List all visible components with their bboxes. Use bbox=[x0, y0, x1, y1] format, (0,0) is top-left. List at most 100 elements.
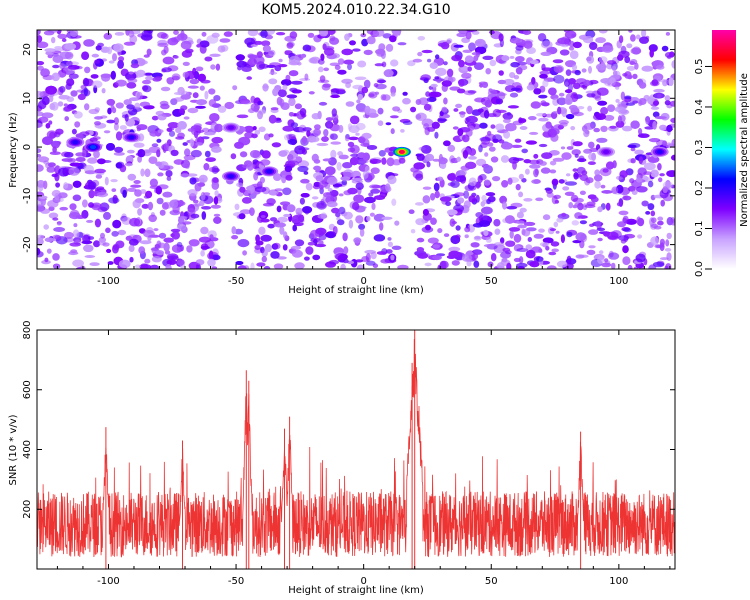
heatmap-cell bbox=[44, 237, 55, 243]
heatmap-cell bbox=[151, 256, 162, 263]
heatmap-cell bbox=[112, 53, 117, 62]
heatmap-cell bbox=[465, 161, 477, 169]
heatmap-cell bbox=[255, 240, 264, 246]
heatmap-cell bbox=[457, 197, 465, 204]
heatmap-cell bbox=[473, 235, 482, 241]
heatmap-cell bbox=[93, 150, 100, 159]
heatmap-cell bbox=[494, 228, 501, 235]
chart-title: KOM5.2024.010.22.34.G10 bbox=[261, 2, 451, 18]
heatmap-cell bbox=[441, 106, 448, 113]
heatmap-cell bbox=[546, 265, 557, 269]
heatmap-cell bbox=[115, 79, 127, 87]
heatmap-cell bbox=[371, 185, 383, 189]
heatmap-cell bbox=[281, 174, 287, 184]
heatmap-cell bbox=[466, 251, 474, 256]
heatmap-cell bbox=[125, 30, 130, 36]
heatmap-cell bbox=[337, 69, 347, 75]
heatmap-cell bbox=[286, 94, 298, 99]
tick-label: -50 bbox=[228, 276, 244, 287]
heatmap-cell bbox=[422, 209, 429, 216]
heatmap-cell bbox=[438, 118, 448, 122]
heatmap-cell bbox=[106, 143, 115, 151]
heatmap-cell bbox=[274, 188, 284, 192]
heatmap-cell bbox=[634, 149, 644, 155]
heatmap-cell bbox=[354, 76, 367, 81]
heatmap-cell bbox=[114, 146, 124, 153]
heatmap-cell bbox=[113, 43, 124, 53]
heatmap-cell bbox=[279, 226, 285, 235]
y-tick: -20 bbox=[22, 236, 42, 253]
heatmap-peak bbox=[398, 149, 405, 154]
heatmap-cell bbox=[250, 95, 256, 103]
heatmap-cell bbox=[422, 186, 432, 190]
heatmap-cell bbox=[311, 196, 319, 200]
heatmap-cell bbox=[503, 118, 511, 124]
heatmap-cell bbox=[100, 115, 108, 119]
heatmap-cell bbox=[163, 142, 170, 151]
heatmap-cell bbox=[641, 65, 654, 72]
heatmap-cell bbox=[123, 41, 136, 46]
heatmap-cell bbox=[126, 149, 135, 154]
heatmap-cell bbox=[330, 88, 340, 97]
heatmap-cell bbox=[99, 202, 110, 212]
heatmap-cell bbox=[153, 228, 159, 232]
heatmap-cell bbox=[566, 231, 573, 238]
heatmap-cell bbox=[268, 114, 277, 124]
heatmap-cell bbox=[574, 153, 579, 158]
heatmap-cell bbox=[443, 97, 448, 105]
tick-label: -20 bbox=[22, 236, 33, 252]
x-tick: 0 bbox=[360, 564, 367, 587]
heatmap-cell bbox=[357, 93, 363, 101]
heatmap-cell bbox=[394, 220, 400, 226]
heatmap-cell bbox=[241, 66, 252, 72]
tick-label: 0 bbox=[360, 276, 366, 287]
heatmap-cell bbox=[37, 156, 50, 163]
heatmap-cell bbox=[158, 232, 167, 239]
heatmap-cell bbox=[195, 105, 206, 109]
heatmap-cell bbox=[669, 218, 675, 226]
heatmap-cell bbox=[316, 200, 327, 210]
heatmap-cell bbox=[360, 33, 367, 38]
heatmap-cell bbox=[371, 202, 376, 210]
heatmap-cell bbox=[659, 242, 665, 252]
heatmap-cell bbox=[48, 212, 59, 219]
heatmap-cell bbox=[669, 100, 675, 107]
heatmap-cell bbox=[165, 264, 172, 269]
heatmap-cell bbox=[319, 30, 329, 37]
heatmap-cell bbox=[650, 106, 660, 110]
heatmap-cell bbox=[523, 198, 533, 202]
heatmap-cell bbox=[57, 69, 67, 78]
heatmap-cell bbox=[568, 78, 576, 85]
heatmap-cell bbox=[407, 60, 416, 67]
heatmap-cell bbox=[151, 143, 159, 147]
heatmap-cell bbox=[196, 44, 202, 48]
heatmap-cell bbox=[250, 44, 258, 47]
heatmap-cell bbox=[61, 38, 67, 43]
heatmap-cell bbox=[459, 169, 467, 176]
heatmap-cell bbox=[370, 251, 377, 260]
heatmap-cell bbox=[577, 215, 588, 219]
heatmap-cell bbox=[533, 153, 539, 159]
heatmap-cell bbox=[579, 190, 586, 195]
heatmap-cell bbox=[487, 261, 494, 268]
heatmap-cell bbox=[63, 182, 69, 189]
heatmap-cell bbox=[343, 246, 349, 255]
heatmap-cell bbox=[187, 128, 195, 132]
heatmap-cell bbox=[260, 159, 271, 166]
heatmap-cell bbox=[630, 47, 642, 55]
heatmap-cell bbox=[437, 176, 444, 182]
heatmap-cell bbox=[84, 255, 96, 258]
heatmap-cell bbox=[638, 156, 644, 165]
heatmap-cell bbox=[347, 260, 355, 265]
heatmap-cell bbox=[170, 149, 179, 157]
heatmap-cell bbox=[589, 42, 598, 50]
heatmap-cell bbox=[586, 249, 596, 256]
heatmap-cell bbox=[416, 153, 425, 161]
heatmap-cell bbox=[237, 265, 247, 269]
heatmap-cell bbox=[287, 160, 299, 166]
heatmap-cell bbox=[447, 182, 456, 187]
heatmap-cell bbox=[254, 245, 261, 250]
heatmap-cell bbox=[370, 158, 382, 164]
heatmap-cell bbox=[117, 59, 124, 69]
heatmap-cell bbox=[133, 142, 145, 148]
